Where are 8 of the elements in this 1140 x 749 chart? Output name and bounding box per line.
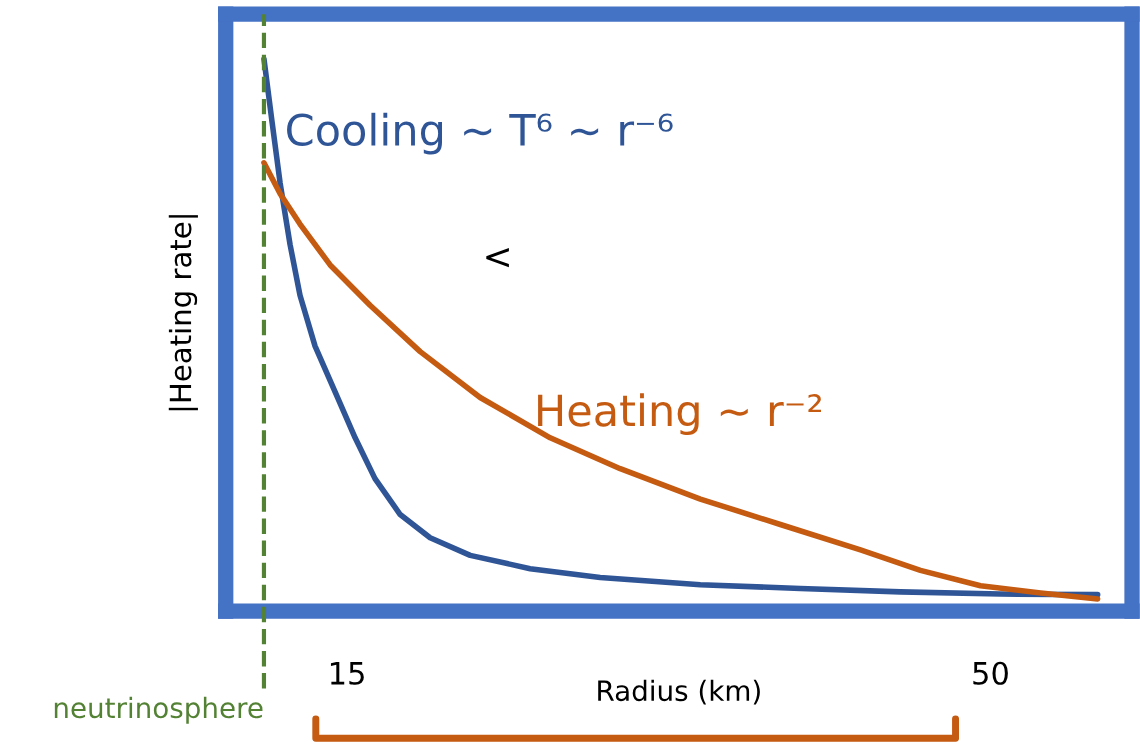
y-axis-title: |Heating rate| (168, 215, 198, 411)
x-axis-title: Radius (km) (598, 679, 760, 705)
series-label: Heating ∼ r⁻² (538, 393, 821, 436)
ref-line-label: neutrinosphere (54, 696, 263, 724)
annotation: < (486, 247, 509, 268)
x-tick-label: 15 (330, 662, 364, 685)
series-label: Cooling ∼ T⁶ ∼ r⁻⁶ (287, 112, 673, 155)
x-tick-label: 50 (973, 661, 1008, 685)
